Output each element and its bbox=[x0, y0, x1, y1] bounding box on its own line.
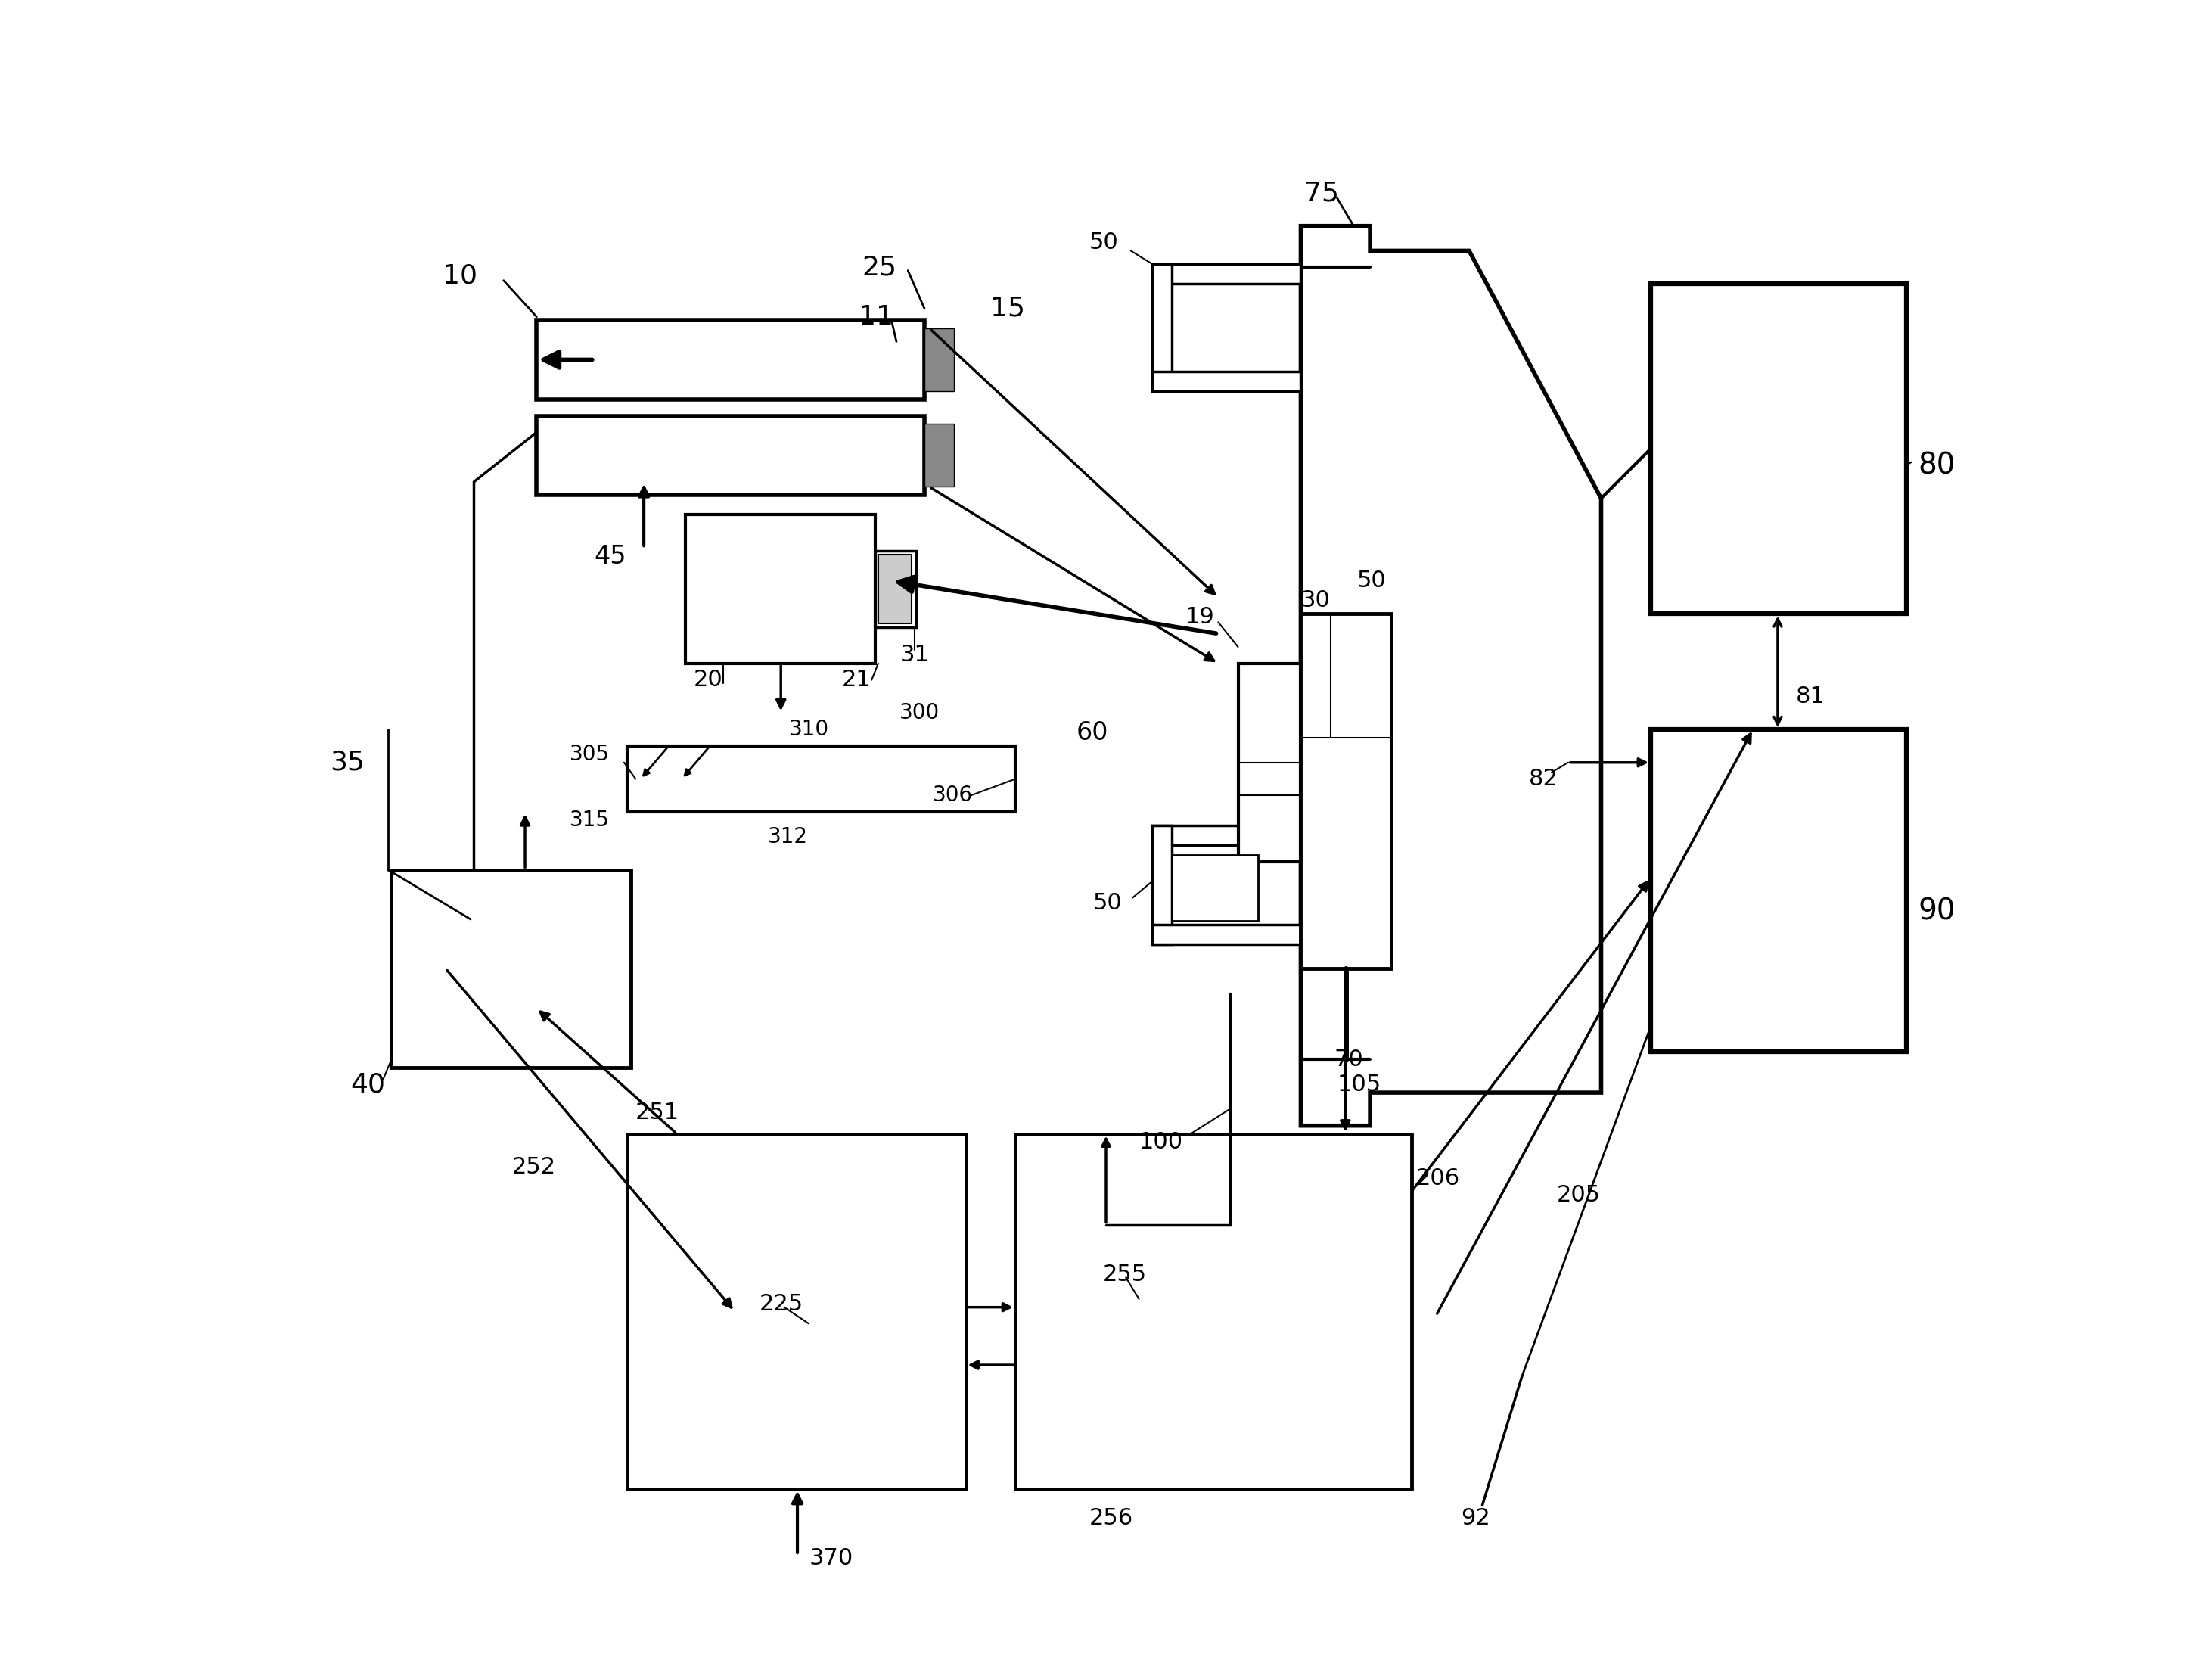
Text: 60: 60 bbox=[1077, 721, 1108, 746]
Bar bbox=[925, 328, 953, 391]
Text: 315: 315 bbox=[571, 810, 611, 830]
Text: 50: 50 bbox=[1356, 570, 1387, 592]
Text: 31: 31 bbox=[900, 645, 929, 666]
Bar bbox=[1152, 825, 1172, 944]
Text: 306: 306 bbox=[933, 785, 973, 805]
Bar bbox=[1239, 663, 1301, 862]
Text: 300: 300 bbox=[900, 703, 940, 724]
Text: 305: 305 bbox=[571, 744, 611, 766]
Bar bbox=[538, 416, 925, 495]
Bar bbox=[1152, 263, 1301, 283]
Bar bbox=[628, 746, 1015, 812]
Text: 105: 105 bbox=[1336, 1074, 1380, 1095]
Text: 90: 90 bbox=[1918, 896, 1955, 925]
Bar bbox=[686, 515, 876, 663]
Text: 70: 70 bbox=[1334, 1049, 1363, 1070]
Text: 256: 256 bbox=[1091, 1508, 1133, 1529]
Text: 19: 19 bbox=[1186, 606, 1214, 628]
Bar bbox=[1172, 855, 1259, 921]
Bar bbox=[1301, 613, 1391, 969]
Text: 75: 75 bbox=[1305, 181, 1338, 205]
Text: 81: 81 bbox=[1796, 686, 1825, 708]
Text: 82: 82 bbox=[1528, 767, 1557, 790]
Text: 50: 50 bbox=[1093, 891, 1121, 913]
Text: 310: 310 bbox=[790, 719, 830, 741]
Bar bbox=[1152, 925, 1301, 944]
Text: 15: 15 bbox=[991, 295, 1026, 321]
Bar bbox=[878, 555, 911, 623]
Text: 30: 30 bbox=[1301, 590, 1329, 611]
Bar bbox=[1650, 283, 1907, 613]
Text: 20: 20 bbox=[692, 669, 723, 691]
Text: 21: 21 bbox=[843, 669, 872, 691]
Text: 370: 370 bbox=[810, 1548, 854, 1569]
Text: 205: 205 bbox=[1557, 1185, 1601, 1206]
Bar bbox=[1152, 371, 1301, 391]
Bar bbox=[1152, 263, 1172, 391]
Text: 312: 312 bbox=[768, 827, 807, 847]
Bar bbox=[392, 870, 630, 1067]
Text: 80: 80 bbox=[1918, 451, 1955, 481]
Text: 225: 225 bbox=[759, 1292, 803, 1316]
Text: 35: 35 bbox=[330, 749, 365, 775]
Text: 206: 206 bbox=[1416, 1168, 1460, 1190]
Bar bbox=[1650, 729, 1907, 1051]
Bar bbox=[538, 320, 925, 399]
Bar bbox=[628, 1133, 967, 1488]
Text: 50: 50 bbox=[1091, 232, 1119, 254]
Text: 255: 255 bbox=[1104, 1263, 1146, 1286]
Bar bbox=[925, 424, 953, 487]
Text: 92: 92 bbox=[1460, 1508, 1491, 1529]
Text: 40: 40 bbox=[349, 1072, 385, 1097]
Text: 252: 252 bbox=[511, 1157, 555, 1178]
Text: 251: 251 bbox=[635, 1102, 679, 1123]
Text: 25: 25 bbox=[863, 255, 896, 280]
Bar bbox=[1015, 1133, 1411, 1488]
Text: 11: 11 bbox=[858, 303, 894, 330]
Text: 10: 10 bbox=[442, 263, 478, 288]
Text: 45: 45 bbox=[595, 543, 626, 568]
Bar bbox=[1152, 825, 1301, 845]
Bar bbox=[876, 552, 916, 626]
Text: 100: 100 bbox=[1139, 1132, 1183, 1153]
